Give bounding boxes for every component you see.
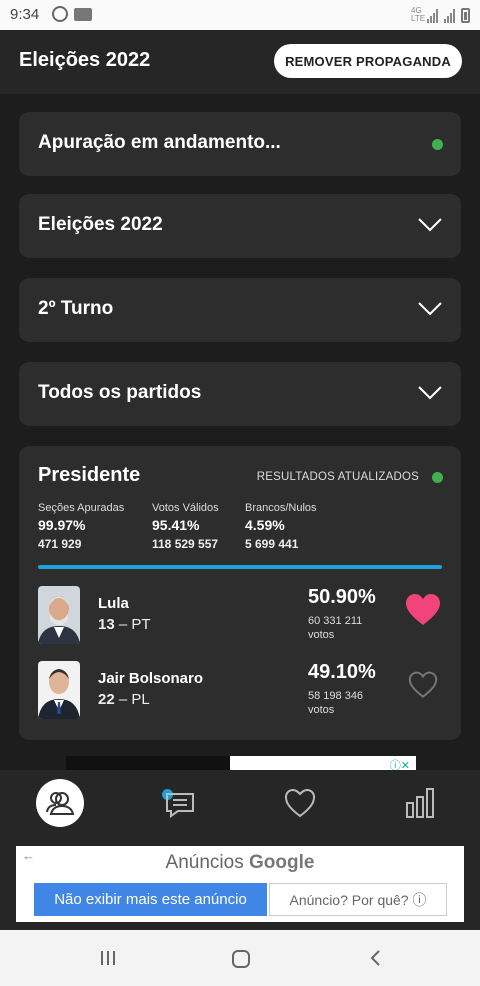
stat-percent: 95.41% bbox=[152, 517, 200, 533]
counting-progress-bar bbox=[38, 565, 442, 569]
candidate-photo bbox=[38, 586, 80, 644]
president-title: Presidente bbox=[38, 464, 141, 486]
status-bar: 9:34 4G LTE bbox=[0, 0, 480, 30]
app-bar: Eleições 2022 REMOVER PROPAGANDA bbox=[0, 30, 480, 94]
candidate-number-party: 13 – PT bbox=[98, 616, 151, 633]
system-navigation-bar bbox=[0, 930, 480, 986]
candidate-name: Jair Bolsonaro bbox=[98, 670, 204, 687]
stat-count: 471 929 bbox=[38, 537, 82, 551]
app-title: Eleições 2022 bbox=[19, 49, 151, 71]
whatsapp-icon bbox=[52, 6, 68, 22]
battery-icon bbox=[461, 8, 470, 23]
hide-ad-button[interactable]: Não exibir mais este anúncio bbox=[34, 883, 267, 916]
stat-label: Votos Válidos bbox=[152, 502, 219, 514]
stat-blank-null: Brancos/Nulos 4.59% 5 699 441 bbox=[245, 502, 317, 551]
status-card: Apuração em andamento... bbox=[19, 112, 461, 176]
ad-info-icon[interactable]: ⓘ✕ bbox=[389, 760, 410, 770]
round-label: 2º Turno bbox=[38, 298, 114, 319]
ad-brand: Anúncios Google bbox=[165, 852, 315, 873]
candidate-row: Jair Bolsonaro 22 – PL 49.10% 58 198 346… bbox=[38, 661, 442, 721]
party-selector[interactable]: Todos os partidos bbox=[19, 362, 461, 426]
candidate-name: Lula bbox=[98, 595, 129, 612]
nav-chat[interactable] bbox=[156, 779, 204, 827]
chevron-down-icon bbox=[418, 302, 442, 316]
ad-panel: ← Anúncios Google Não exibir mais este a… bbox=[16, 846, 464, 922]
candidate-percent: 49.10% bbox=[308, 661, 376, 683]
signal-icon-2 bbox=[444, 9, 455, 23]
stat-valid-votes: Votos Válidos 95.41% 118 529 557 bbox=[152, 502, 219, 551]
notification-icon bbox=[74, 8, 92, 21]
lte-icon: 4G LTE bbox=[411, 6, 426, 23]
candidate-row: Lula 13 – PT 50.90% 60 331 211 votos bbox=[38, 586, 442, 646]
update-status: RESULTADOS ATUALIZADOS bbox=[256, 471, 419, 483]
election-label: Eleições 2022 bbox=[38, 214, 163, 235]
heart-icon bbox=[284, 788, 316, 818]
stat-count: 118 529 557 bbox=[152, 537, 219, 551]
update-indicator bbox=[432, 472, 443, 483]
candidate-percent: 50.90% bbox=[308, 586, 376, 608]
heart-filled-icon[interactable] bbox=[404, 592, 442, 628]
candidate-votes: 58 198 346 votos bbox=[308, 690, 364, 716]
recent-apps-icon[interactable] bbox=[98, 948, 118, 968]
stat-count: 5 699 441 bbox=[245, 537, 299, 551]
back-arrow-icon[interactable]: ← bbox=[22, 848, 35, 863]
status-time: 9:34 bbox=[10, 6, 40, 23]
president-results-card: Presidente RESULTADOS ATUALIZADOS Seções… bbox=[19, 446, 461, 740]
google-ad-bar: ← Anúncios Google Não exibir mais este a… bbox=[0, 836, 480, 930]
ad-banner-strip[interactable]: ⓘ✕ bbox=[66, 756, 416, 770]
home-icon[interactable] bbox=[230, 948, 252, 970]
candidate-photo bbox=[38, 661, 80, 719]
chevron-down-icon bbox=[418, 218, 442, 232]
nav-favorites[interactable] bbox=[276, 779, 324, 827]
candidates-icon bbox=[46, 792, 75, 815]
stat-percent: 4.59% bbox=[245, 517, 285, 533]
signal-icon bbox=[427, 9, 438, 23]
remove-ads-button[interactable]: REMOVER PROPAGANDA bbox=[274, 44, 462, 78]
chevron-down-icon bbox=[418, 386, 442, 400]
round-selector[interactable]: 2º Turno bbox=[19, 278, 461, 342]
candidate-votes: 60 331 211 votos bbox=[308, 615, 363, 641]
party-label: Todos os partidos bbox=[38, 382, 202, 403]
stat-label: Brancos/Nulos bbox=[245, 502, 317, 514]
nav-candidates[interactable] bbox=[36, 779, 84, 827]
why-ad-button[interactable]: Anúncio? Por quê? ⓘ bbox=[269, 883, 447, 916]
stat-percent: 99.97% bbox=[38, 517, 86, 533]
stat-label: Seções Apuradas bbox=[38, 502, 125, 514]
bottom-navigation bbox=[0, 770, 480, 836]
heart-outline-icon[interactable] bbox=[408, 671, 438, 699]
candidate-number-party: 22 – PL bbox=[98, 691, 150, 708]
status-label: Apuração em andamento... bbox=[38, 132, 281, 153]
bar-chart-icon bbox=[406, 788, 434, 818]
live-indicator bbox=[432, 139, 443, 150]
back-icon[interactable] bbox=[366, 948, 386, 968]
stat-sections: Seções Apuradas 99.97% 471 929 bbox=[38, 502, 124, 551]
election-selector[interactable]: Eleições 2022 bbox=[19, 194, 461, 258]
chat-icon bbox=[166, 793, 194, 818]
nav-charts[interactable] bbox=[396, 779, 444, 827]
main-content: Apuração em andamento... Eleições 2022 2… bbox=[0, 94, 480, 770]
